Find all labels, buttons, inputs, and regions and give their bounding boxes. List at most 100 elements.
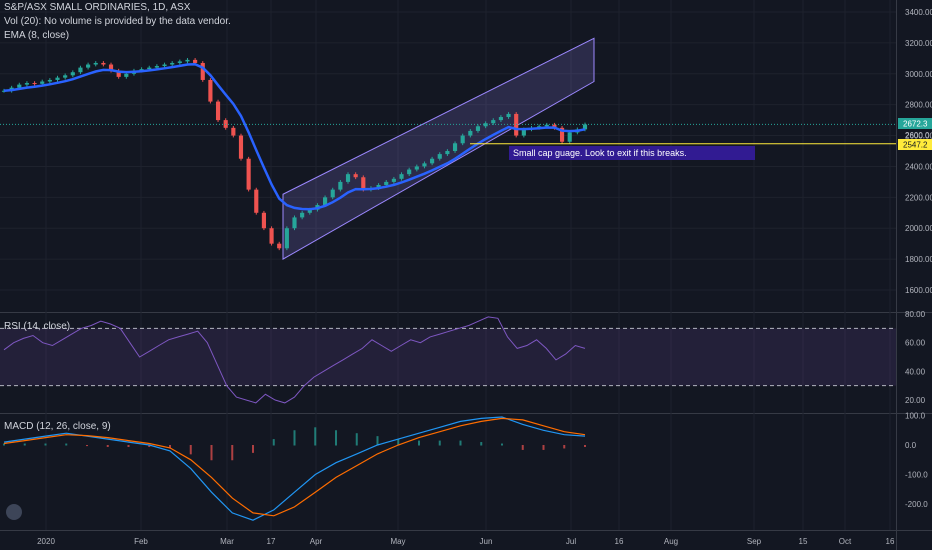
grid-lines <box>0 0 896 530</box>
ema-legend[interactable]: EMA (8, close) <box>4 30 70 41</box>
macd-histogram-bar <box>355 433 358 446</box>
macd-histogram-bar <box>65 443 68 446</box>
candle-body <box>231 127 236 136</box>
candle-body <box>445 151 450 155</box>
candle-body <box>261 212 266 229</box>
macd-histogram-bar <box>563 445 566 449</box>
time-tick-label: 16 <box>886 537 895 546</box>
macd-tick-label: 0.0 <box>905 441 917 450</box>
macd-histogram-bar <box>397 439 400 446</box>
macd-histogram-bar <box>501 443 503 446</box>
support-level[interactable] <box>0 123 896 145</box>
macd-histogram-bar <box>86 445 88 447</box>
macd-tick-label: 100.0 <box>905 412 926 421</box>
macd-histogram-bar <box>169 445 171 449</box>
candle-body <box>40 81 45 84</box>
candle-body <box>475 126 481 131</box>
candle-body <box>162 64 167 67</box>
time-tick-label: 15 <box>799 537 808 546</box>
time-tick-label: May <box>390 537 405 546</box>
time-tick-label: 17 <box>267 537 276 546</box>
macd-histogram-bar <box>210 445 213 461</box>
sub-price-tag: 2600.0 <box>905 131 930 140</box>
rsi-tick-label: 40.00 <box>905 367 926 376</box>
candle-body <box>55 77 60 80</box>
macd-tick-label: -200.0 <box>905 500 928 509</box>
rsi-band-fill <box>0 328 896 386</box>
candle-body <box>307 209 312 213</box>
macd-histogram-bar <box>438 440 441 446</box>
candle-body <box>269 228 274 244</box>
candle-body <box>86 64 91 68</box>
price-tick-label: 2000.00 <box>905 224 932 233</box>
price-tick-label: 2800.00 <box>905 101 932 110</box>
rsi-tick-label: 20.00 <box>905 396 926 405</box>
candle-body <box>63 75 68 78</box>
candle-body <box>460 135 465 144</box>
annotation-note[interactable]: Small cap guage. Look to exit if this br… <box>509 146 755 160</box>
time-tick-label: Jun <box>480 537 493 546</box>
candle-body <box>361 177 366 190</box>
ascending-channel[interactable] <box>282 37 595 260</box>
candle-body <box>154 66 159 68</box>
candle-body <box>200 62 205 80</box>
level-price-tag-bg <box>898 139 932 150</box>
candle-body <box>300 212 305 218</box>
macd-histogram-bar <box>480 442 483 446</box>
rsi-polyline <box>3 316 586 404</box>
volume-legend[interactable]: Vol (20): No volume is provided by the d… <box>4 16 231 27</box>
candle-body <box>32 83 37 85</box>
candle-body <box>78 67 83 73</box>
macd-histogram-bar <box>106 445 109 447</box>
candle-body <box>254 189 259 213</box>
time-tick-label: 16 <box>615 537 624 546</box>
last-price-tag-bg <box>898 118 932 129</box>
candle-body <box>376 184 381 189</box>
axes: 1600.00 1800.00 2000.00 2200.00 2400.00 2600.… <box>37 8 932 546</box>
macd-histogram-bar <box>314 427 317 446</box>
candle-body <box>170 62 175 65</box>
rsi-legend[interactable]: RSI (14, close) <box>4 321 71 332</box>
candle-body <box>70 72 75 76</box>
price-tick-label: 3200.00 <box>905 39 932 48</box>
candle-body <box>483 123 488 127</box>
macd-histogram-bar <box>459 440 462 446</box>
candle-body <box>391 178 396 182</box>
candle-body <box>559 127 565 142</box>
candle-body <box>101 62 106 65</box>
symbol-legend[interactable]: S&P/ASX SMALL ORDINARIES, 1D, ASX <box>4 2 191 13</box>
candle-body <box>414 166 419 170</box>
candle-body <box>277 243 282 249</box>
price-tick-label: 1600.00 <box>905 286 932 295</box>
macd-histogram-bar <box>148 445 151 447</box>
candle-body <box>47 79 52 82</box>
candle-body <box>116 70 121 77</box>
candle-body <box>552 124 557 128</box>
candle-body <box>1 90 7 92</box>
candle-body <box>238 135 244 159</box>
macd-legend[interactable]: MACD (12, 26, close, 9) <box>4 421 111 432</box>
price-tick-label: 2200.00 <box>905 193 932 202</box>
candle-body <box>582 124 588 130</box>
candle-body <box>215 101 221 121</box>
candle-body <box>430 158 435 164</box>
macd-histogram-bar <box>521 445 524 450</box>
candle-body <box>139 69 144 71</box>
ema-polyline <box>3 62 586 211</box>
candle-body <box>292 217 297 229</box>
rsi-plot <box>0 316 896 404</box>
candle-body <box>452 143 458 151</box>
tradingview-logo-icon[interactable] <box>6 504 22 520</box>
candle-body <box>506 113 511 118</box>
candle-body <box>567 132 572 142</box>
macd-histogram-bar <box>44 443 47 446</box>
time-tick-label: Jul <box>566 537 576 546</box>
price-tick-label: 2600.00 <box>905 132 932 141</box>
candle-body <box>544 124 549 127</box>
price-tags: 2672.3 2600.0 2547.2 <box>898 118 932 150</box>
ema-line <box>3 62 586 211</box>
macd-histogram-bar <box>231 445 234 461</box>
macd-histogram-bar <box>335 430 337 446</box>
last-price-tag: 2672.3 <box>903 120 928 129</box>
